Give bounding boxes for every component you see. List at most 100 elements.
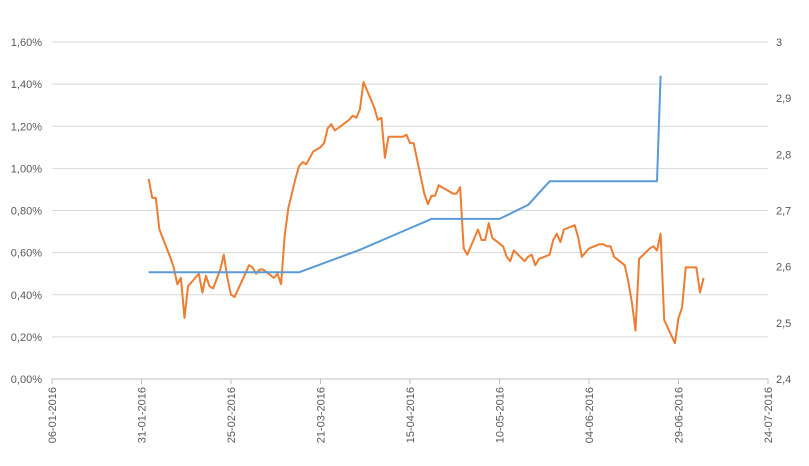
data-point <box>695 266 697 268</box>
data-point <box>373 106 375 108</box>
data-point <box>513 250 515 252</box>
data-point <box>348 119 350 121</box>
data-point <box>606 245 608 247</box>
data-point <box>438 184 440 186</box>
data-point <box>574 224 576 226</box>
data-point <box>613 256 615 258</box>
data-point <box>649 247 651 249</box>
data-point <box>549 180 551 182</box>
data-point <box>169 256 171 258</box>
data-point <box>148 271 150 273</box>
data-point <box>559 241 561 243</box>
data-point <box>610 245 612 247</box>
data-point <box>627 281 629 283</box>
series-1 <box>147 81 705 345</box>
data-point <box>599 243 601 245</box>
x-axis-tick-label: 10-05-2016 <box>495 387 507 443</box>
right-axis-tick-labels: 2,4 2,5 2,6 2,7 2,8 2,9 3 <box>776 37 791 386</box>
data-point <box>148 178 150 180</box>
data-point <box>581 256 583 258</box>
series-layer <box>147 75 705 345</box>
data-point <box>484 239 486 241</box>
data-point <box>434 195 436 197</box>
axes <box>51 378 769 384</box>
data-point <box>502 245 504 247</box>
data-point <box>384 157 386 159</box>
data-point <box>602 243 604 245</box>
data-point <box>187 285 189 287</box>
data-point <box>173 266 175 268</box>
series-line <box>148 75 662 274</box>
data-point <box>674 342 676 344</box>
x-axis-tick-label: 25-02-2016 <box>226 387 238 443</box>
data-point <box>660 233 662 235</box>
data-point <box>158 229 160 231</box>
data-point <box>298 271 300 273</box>
data-point <box>398 136 400 138</box>
data-point <box>652 245 654 247</box>
data-point <box>226 277 228 279</box>
data-point <box>359 108 361 110</box>
data-point <box>194 277 196 279</box>
data-point <box>481 239 483 241</box>
data-point <box>330 123 332 125</box>
data-point <box>538 258 540 260</box>
data-point <box>431 218 433 220</box>
data-point <box>463 247 465 249</box>
right-axis-tick-label: 2,8 <box>776 149 791 161</box>
data-point <box>681 306 683 308</box>
data-point <box>534 264 536 266</box>
data-point <box>320 146 322 148</box>
data-point <box>176 283 178 285</box>
data-point <box>488 222 490 224</box>
left-axis-tick-label: 1,00% <box>11 163 42 175</box>
x-axis-tick-label: 21-03-2016 <box>316 387 328 443</box>
data-point <box>563 229 565 231</box>
right-axis-tick-label: 2,9 <box>776 93 791 105</box>
x-axis-tick-label: 31-01-2016 <box>137 387 149 443</box>
data-point <box>466 254 468 256</box>
data-point <box>699 292 701 294</box>
right-axis-tick-label: 3 <box>776 37 782 49</box>
data-point <box>413 142 415 144</box>
data-point <box>287 207 289 209</box>
data-point <box>388 136 390 138</box>
data-point <box>151 197 153 199</box>
data-point <box>262 269 264 271</box>
right-axis-tick-label: 2,4 <box>776 374 791 386</box>
data-point <box>685 266 687 268</box>
x-axis-tick-label: 06-01-2016 <box>47 387 59 443</box>
data-point <box>352 115 354 117</box>
data-point <box>635 330 637 332</box>
x-axis-tick-label: 24-07-2016 <box>763 387 775 443</box>
data-point <box>201 292 203 294</box>
data-point <box>448 191 450 193</box>
data-point <box>312 151 314 153</box>
data-point <box>323 142 325 144</box>
data-point <box>678 317 680 319</box>
data-point <box>380 117 382 119</box>
data-point <box>302 161 304 163</box>
x-axis-tick-label: 04-06-2016 <box>584 387 596 443</box>
data-point <box>305 163 307 165</box>
data-point <box>359 249 361 251</box>
series-2 <box>148 75 662 274</box>
data-point <box>656 250 658 252</box>
data-point <box>427 203 429 205</box>
data-point <box>631 302 633 304</box>
data-point <box>452 193 454 195</box>
data-point <box>355 117 357 119</box>
data-point <box>155 197 157 199</box>
data-point <box>549 254 551 256</box>
data-point <box>409 142 411 144</box>
data-point <box>309 157 311 159</box>
data-point <box>273 277 275 279</box>
right-axis-tick-label: 2,5 <box>776 318 791 330</box>
gridlines <box>52 41 768 338</box>
data-point <box>248 264 250 266</box>
data-point <box>280 283 282 285</box>
left-axis-tick-label: 0,20% <box>11 332 42 344</box>
data-point <box>477 229 479 231</box>
data-point <box>660 75 662 77</box>
